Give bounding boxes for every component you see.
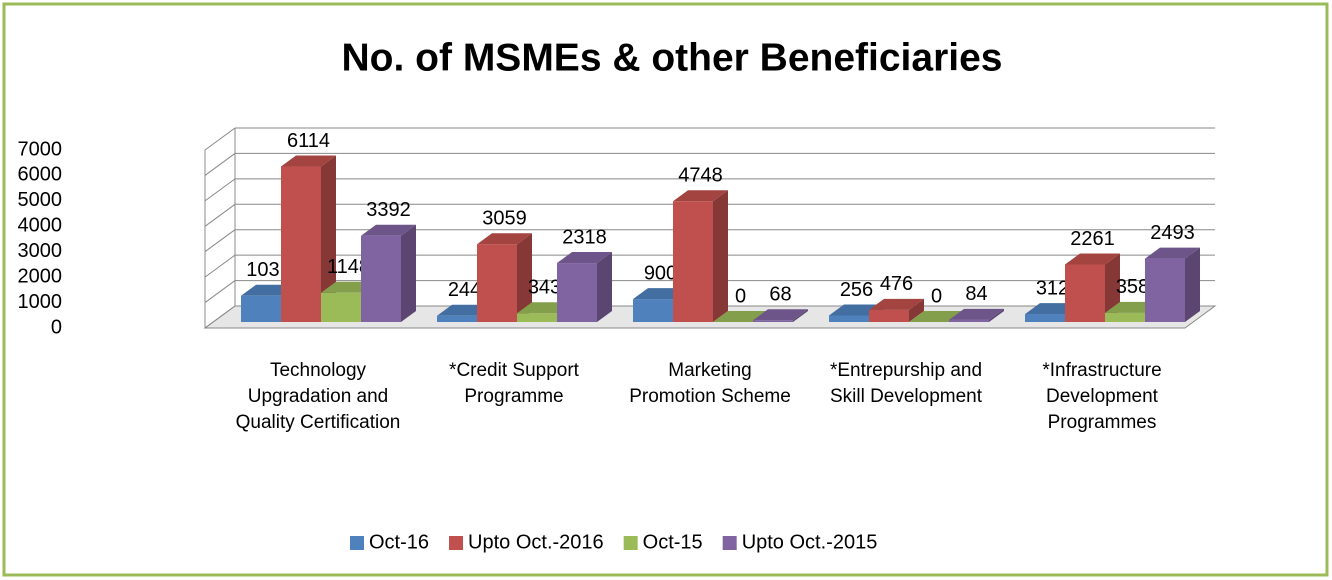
x-tick-label: Technology Upgradation and Quality Certi… [235,360,401,433]
bar-side [401,224,416,322]
grid-line-side [204,254,236,278]
bar-side [321,155,336,322]
bar-side [713,190,728,322]
bar [361,235,401,322]
bar [829,315,869,322]
legend-label: Upto Oct.-2016 [468,531,604,553]
bar [477,244,517,322]
value-label: 343 [528,277,561,299]
x-tick-label: *Entrepurship and Skill Development [829,360,983,407]
y-tick-label: 3000 [18,240,63,262]
value-label: 244 [448,279,481,301]
value-label: 68 [769,284,791,306]
bar [517,313,557,322]
value-label: 1031 [246,259,291,281]
value-label: 84 [965,283,987,305]
bar-side [793,309,808,322]
chart-title: No. of MSMEs & other Beneficiaries [342,36,1003,79]
value-label: 4748 [678,165,723,187]
y-tick-label: 2000 [18,265,63,287]
bar [437,315,477,322]
bar [321,292,361,322]
bar [1105,312,1145,322]
value-label: 2318 [562,226,607,248]
bar-top [869,298,924,310]
bar [557,263,597,322]
x-tick-label: *Infrastructure Development Programmes [1042,360,1162,433]
value-label: 3392 [366,199,411,221]
grid-line-side [204,280,236,303]
y-tick-label: 1000 [18,291,63,313]
bar [633,299,673,322]
grid-line-side [204,178,236,202]
grid-line-side [204,203,236,227]
bar [1145,258,1185,322]
bar-top [557,252,612,264]
value-label: 6114 [287,130,330,152]
bar [869,309,909,322]
bar-top [361,224,416,236]
bar [673,201,713,322]
bar [241,295,281,322]
value-label: 0 [931,285,942,307]
grid-line-side [204,305,236,329]
grid-line-side [204,127,236,151]
value-label: 2493 [1150,222,1195,244]
bar-top [281,155,336,167]
legend-label: Oct-15 [643,531,703,553]
x-tick-label: *Credit Support Programme [449,360,579,407]
value-label: 0 [735,285,746,307]
value-label: 256 [840,279,873,301]
x-tick-label: Marketing Promotion Scheme [629,360,791,407]
legend-swatch [623,536,638,550]
bar-side [517,233,532,322]
legend-label: Oct-16 [369,531,429,553]
bar [1025,314,1065,322]
bar [1065,264,1105,322]
bar-top [713,311,768,322]
bar-top [753,309,808,321]
bar-side [989,308,1004,322]
legend-swatch [722,536,737,550]
bar-top [1145,247,1200,259]
y-tick-label: 6000 [18,164,63,186]
bar-side [909,298,924,322]
bar-side [597,252,612,322]
legend-swatch [449,536,464,550]
bar-top [1065,253,1120,265]
value-label: 2261 [1070,228,1115,250]
legend-swatch [350,536,364,550]
y-tick-label: 5000 [18,189,63,211]
grid-line-side [204,153,236,176]
bar [949,319,989,322]
grid-line-side [204,229,236,253]
y-tick-label: 4000 [18,215,63,237]
value-label: 900 [644,262,677,284]
value-label: 476 [880,273,913,295]
y-tick-label: 7000 [18,138,63,160]
value-label: 358 [1116,276,1149,298]
bar-top [949,308,1004,320]
bar [753,320,793,322]
legend-label: Upto Oct.-2015 [742,531,878,553]
value-label: 1148 [327,256,370,278]
y-tick-label: 0 [51,316,62,338]
bar-side [1185,247,1200,322]
bar-top [673,190,728,202]
bar-top [477,233,532,245]
value-label: 312 [1036,277,1069,299]
value-label: 3059 [482,207,527,229]
bar [281,166,321,322]
